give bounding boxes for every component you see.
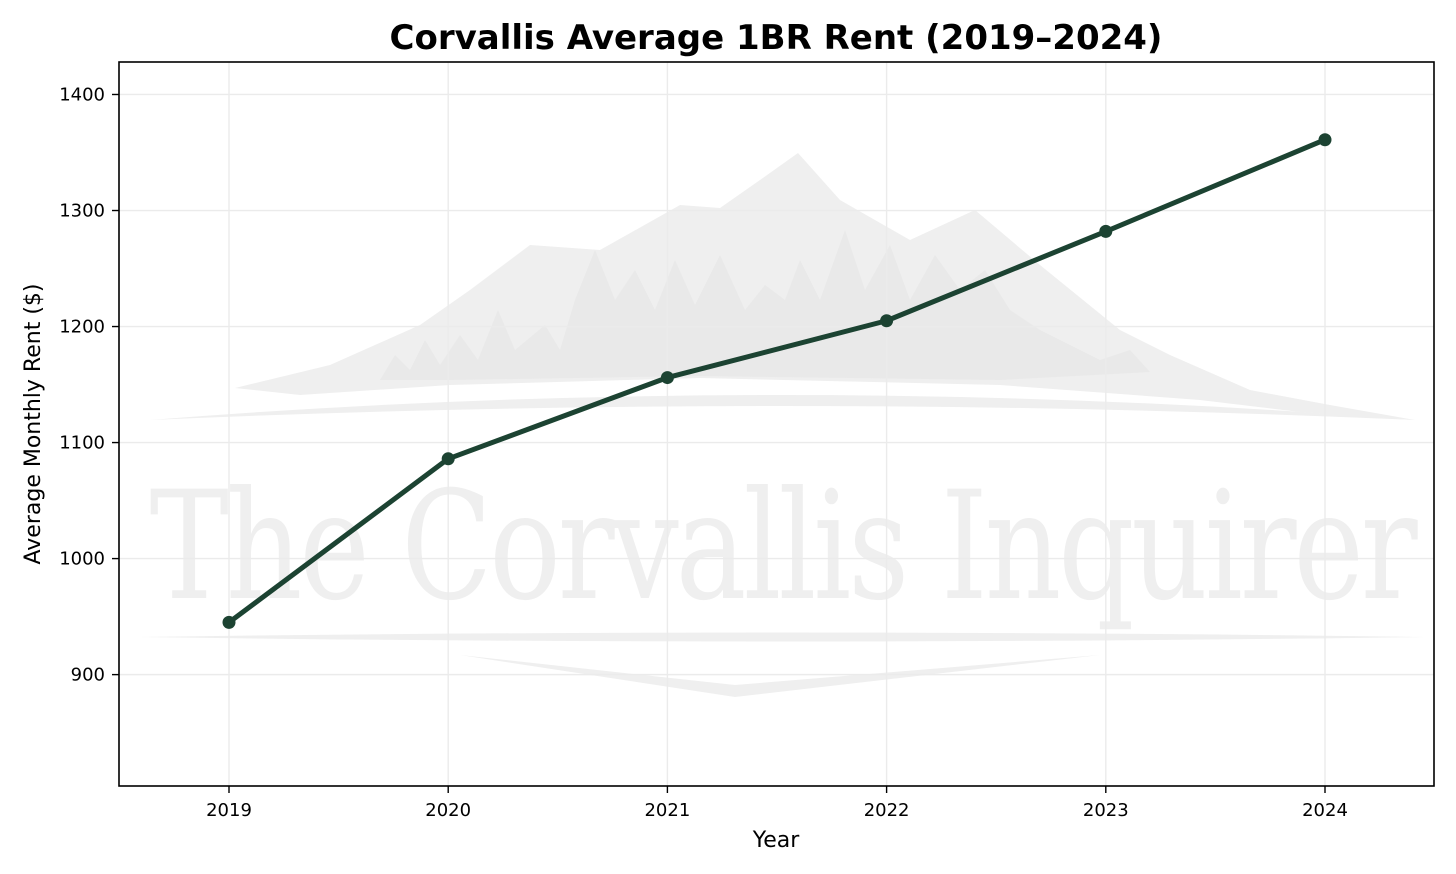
y-axis-label: Average Monthly Rent ($) bbox=[21, 284, 46, 565]
x-tick-label: 2020 bbox=[425, 800, 471, 821]
x-tick-label: 2023 bbox=[1083, 800, 1129, 821]
watermark-logo: The Corvallis Inquirer bbox=[140, 153, 1425, 697]
x-tick-label: 2019 bbox=[206, 800, 252, 821]
x-tick-label: 2022 bbox=[864, 800, 910, 821]
series-line bbox=[226, 137, 1328, 625]
watermark-banner bbox=[460, 655, 1100, 697]
chart-title: Corvallis Average 1BR Rent (2019–2024) bbox=[390, 18, 1163, 58]
data-point-2021 bbox=[660, 371, 674, 385]
watermark-underline bbox=[140, 632, 1425, 642]
y-axis: 900 1000 1100 1200 1300 1400 bbox=[59, 84, 119, 686]
plot-area-frame bbox=[118, 61, 1435, 787]
x-tick-label: 2024 bbox=[1302, 800, 1348, 821]
x-axis-label: Year bbox=[752, 828, 801, 853]
y-tick-label: 900 bbox=[71, 665, 105, 686]
grid-lines bbox=[119, 62, 1434, 786]
data-point-2023 bbox=[1099, 224, 1113, 238]
y-tick-label: 1400 bbox=[59, 84, 105, 105]
y-tick-label: 1000 bbox=[59, 549, 105, 570]
watermark-text: The Corvallis Inquirer bbox=[150, 460, 1418, 634]
watermark-swoosh bbox=[150, 395, 1415, 420]
data-point-2022 bbox=[880, 314, 894, 328]
y-tick-label: 1200 bbox=[59, 317, 105, 338]
data-point-2024 bbox=[1318, 133, 1332, 147]
data-point-2020 bbox=[441, 452, 455, 466]
x-tick-label: 2021 bbox=[644, 800, 690, 821]
watermark-trees bbox=[380, 230, 1150, 380]
y-tick-label: 1100 bbox=[59, 433, 105, 454]
data-point-2019 bbox=[222, 615, 236, 629]
x-axis: 2019 2020 2021 2022 2023 2024 bbox=[206, 786, 1348, 821]
series-layer bbox=[222, 133, 1332, 629]
y-tick-label: 1300 bbox=[59, 201, 105, 222]
